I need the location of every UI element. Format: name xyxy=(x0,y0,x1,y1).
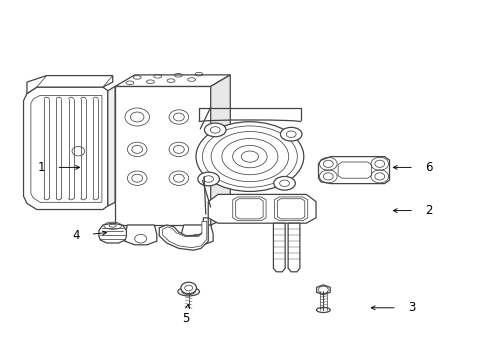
Polygon shape xyxy=(163,221,207,248)
Ellipse shape xyxy=(317,307,330,312)
Polygon shape xyxy=(208,194,316,223)
Polygon shape xyxy=(317,285,330,295)
Polygon shape xyxy=(288,223,300,272)
Text: 1: 1 xyxy=(38,161,46,174)
Polygon shape xyxy=(181,225,213,245)
Polygon shape xyxy=(125,225,157,245)
Polygon shape xyxy=(115,86,211,225)
Polygon shape xyxy=(233,197,266,221)
Ellipse shape xyxy=(178,287,199,296)
Polygon shape xyxy=(211,75,230,225)
Polygon shape xyxy=(24,87,108,210)
Ellipse shape xyxy=(182,289,196,294)
Text: 4: 4 xyxy=(72,229,80,242)
Polygon shape xyxy=(31,95,102,202)
Polygon shape xyxy=(27,76,113,94)
Text: 6: 6 xyxy=(425,161,433,174)
Polygon shape xyxy=(236,199,263,219)
Polygon shape xyxy=(274,197,308,221)
Ellipse shape xyxy=(280,127,302,141)
Ellipse shape xyxy=(181,282,196,294)
Text: 2: 2 xyxy=(425,204,433,217)
Polygon shape xyxy=(277,199,305,219)
Polygon shape xyxy=(115,75,230,86)
Ellipse shape xyxy=(204,123,226,137)
Polygon shape xyxy=(108,86,115,206)
Polygon shape xyxy=(318,157,390,184)
Polygon shape xyxy=(99,223,126,243)
Text: 5: 5 xyxy=(182,312,190,325)
Polygon shape xyxy=(338,162,371,178)
Text: 3: 3 xyxy=(408,301,416,314)
Polygon shape xyxy=(273,223,285,272)
Ellipse shape xyxy=(274,176,295,190)
Ellipse shape xyxy=(198,172,220,186)
Ellipse shape xyxy=(196,122,304,192)
Polygon shape xyxy=(159,218,208,250)
